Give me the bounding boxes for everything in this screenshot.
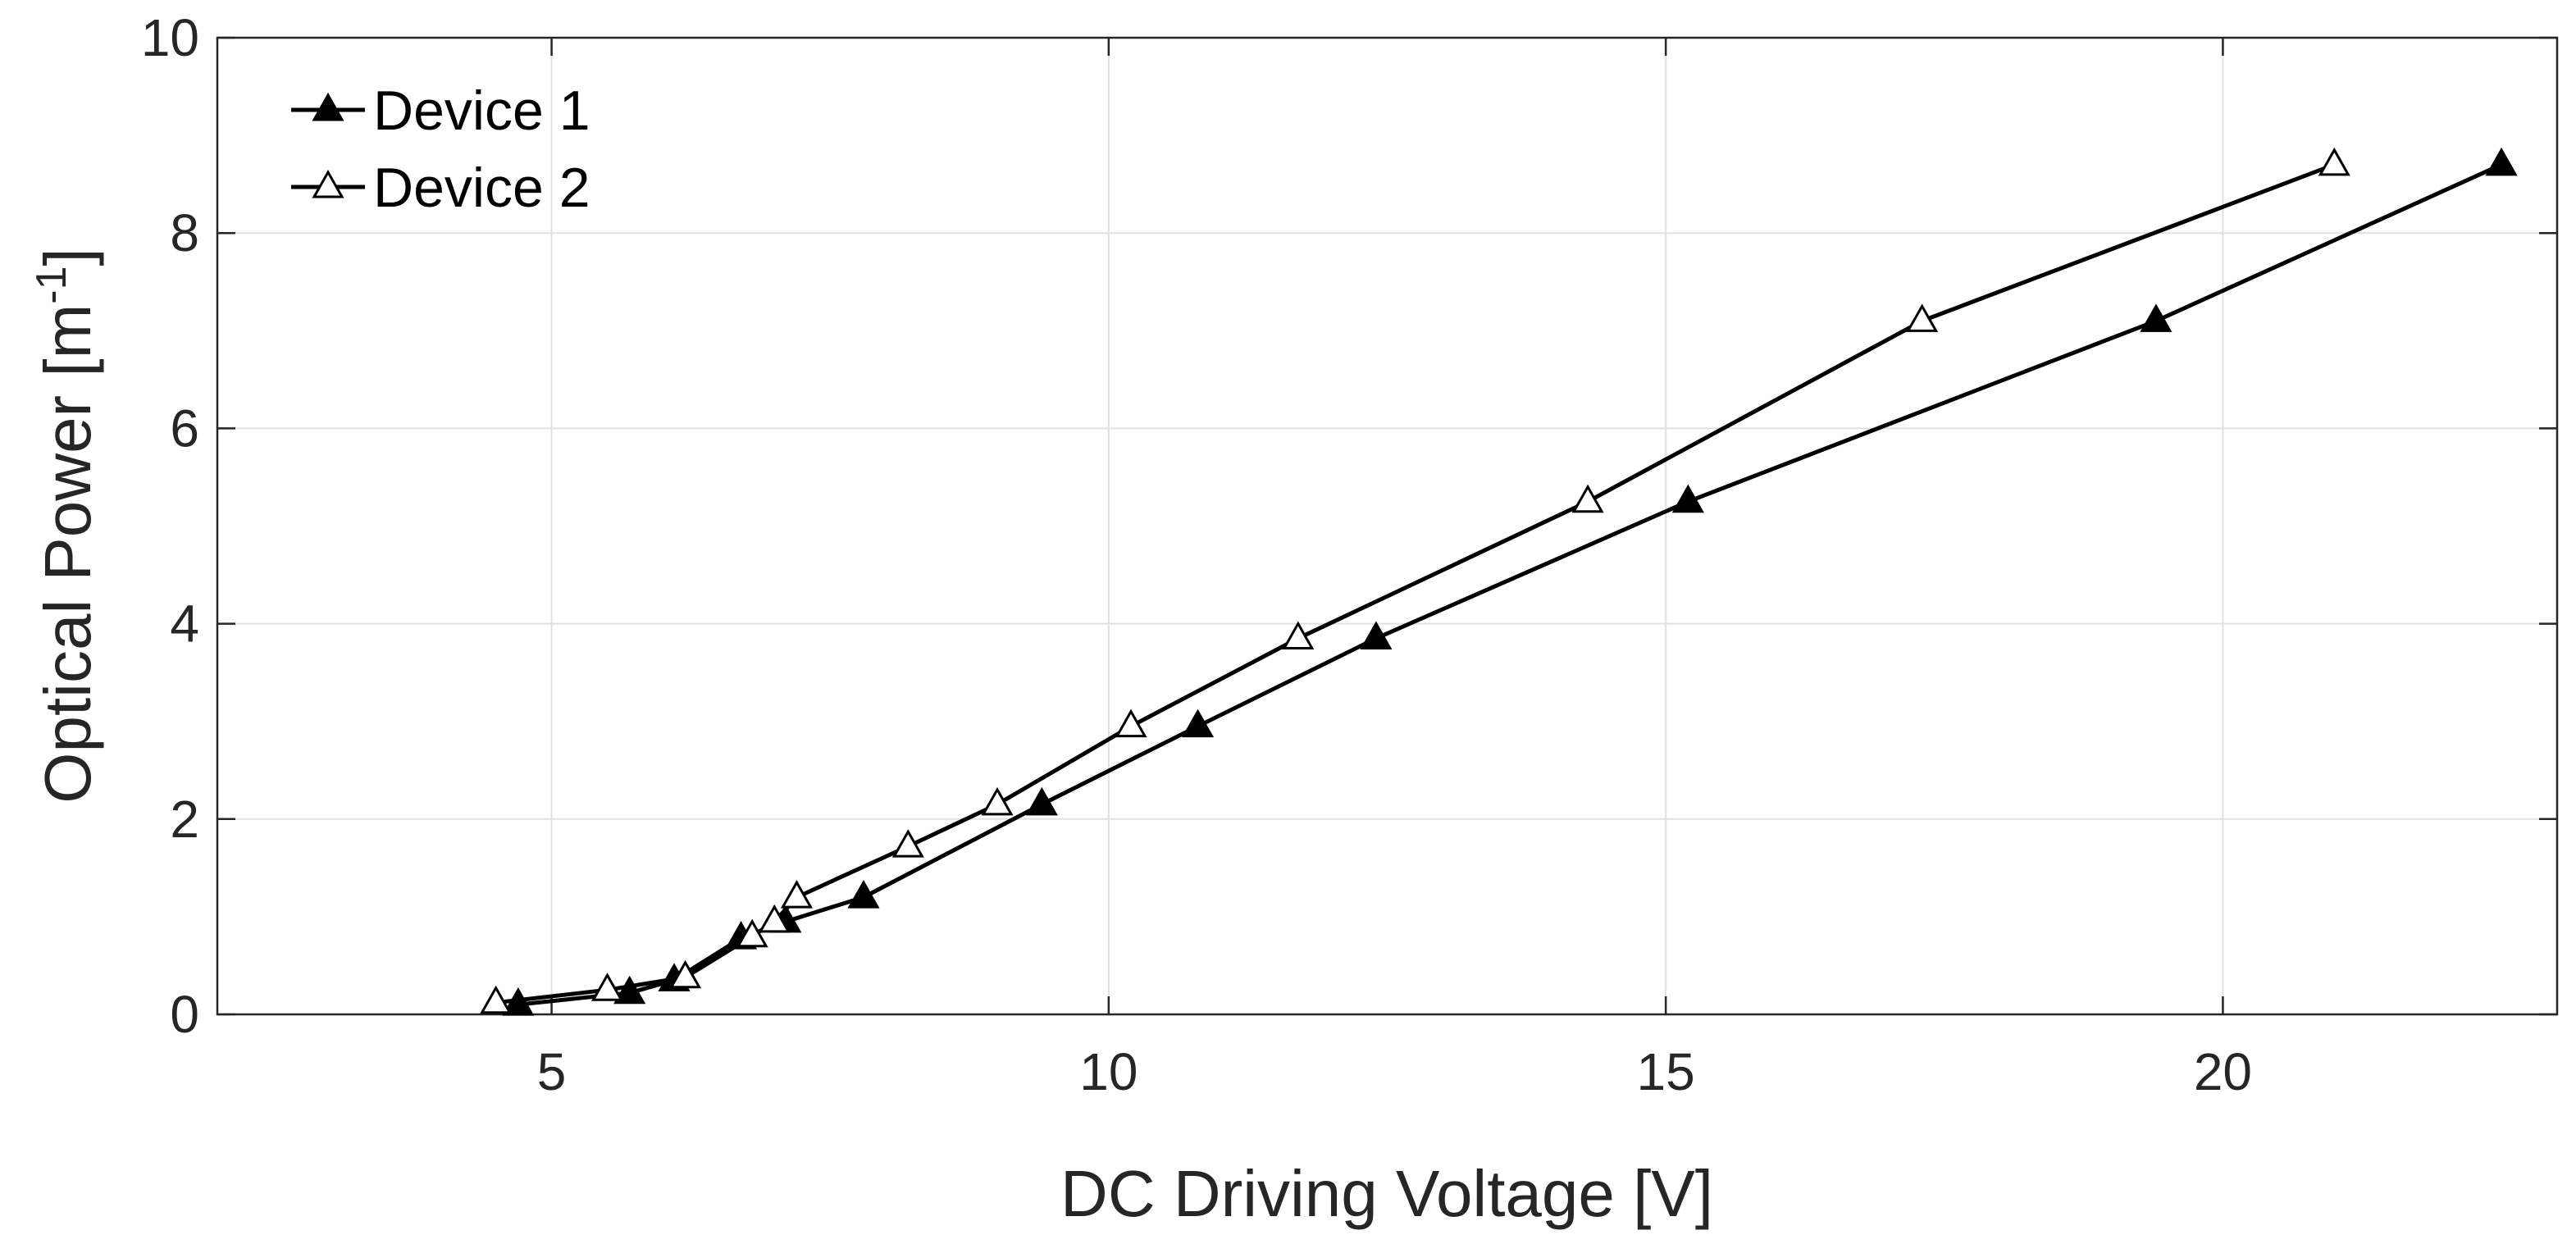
- legend-label-device-1: Device 1: [373, 80, 590, 142]
- data-point-device-2: [480, 985, 513, 1014]
- y-axis-label-main: Optical Power [m: [31, 304, 104, 804]
- legend-marker-filled-triangle-icon: [312, 92, 344, 121]
- legend-item-device-2: Device 2: [291, 157, 590, 219]
- x-axis-label: DC Driving Voltage [V]: [1060, 1157, 1713, 1230]
- data-point-device-2: [758, 904, 791, 933]
- plot-area-frame: [216, 36, 2559, 1016]
- data-point-device-1: [1181, 709, 1215, 738]
- y-tick-label: 6: [170, 399, 199, 458]
- data-point-device-1: [847, 880, 880, 909]
- x-tick-label: 10: [1079, 1042, 1138, 1101]
- y-axis-ticks: 0 2 4 6 8 10: [141, 8, 2557, 1044]
- data-point-device-2: [1282, 621, 1315, 649]
- data-point-device-2: [736, 918, 768, 948]
- x-tick-label: 20: [2194, 1042, 2252, 1101]
- series-group: [480, 147, 2518, 1016]
- y-tick-label: 4: [170, 595, 199, 654]
- legend-item-device-1: Device 1: [291, 80, 590, 142]
- data-point-device-2: [891, 829, 924, 858]
- data-point-device-1: [1025, 786, 1058, 816]
- data-point-device-1: [1671, 484, 1704, 513]
- y-tick-label: 10: [141, 8, 199, 67]
- y-axis-label-superscript: -1: [28, 266, 75, 303]
- series-line-device-2: [495, 162, 2336, 1005]
- data-point-device-1: [613, 975, 646, 1005]
- data-point-device-2: [590, 973, 624, 1001]
- series-line-device-1: [517, 162, 2503, 1007]
- data-point-device-1: [2140, 303, 2173, 332]
- data-point-device-2: [669, 959, 702, 989]
- y-tick-label: 8: [170, 203, 199, 262]
- x-axis-ticks: 5 10 15 20: [537, 38, 2252, 1101]
- data-point-device-2: [2318, 147, 2350, 176]
- data-point-device-2: [1115, 709, 1147, 738]
- data-point-device-2: [1571, 484, 1604, 513]
- legend-label-device-2: Device 2: [373, 157, 590, 219]
- x-tick-label: 5: [537, 1042, 567, 1101]
- data-point-device-2: [981, 786, 1014, 816]
- data-point-device-1: [1360, 621, 1393, 649]
- y-axis-label-close: ]: [31, 248, 104, 266]
- legend: Device 1 Device 2: [291, 80, 590, 219]
- x-tick-label: 15: [1637, 1042, 1695, 1101]
- y-tick-label: 0: [170, 985, 199, 1044]
- y-axis-label: Optical Power [m-1]: [28, 248, 104, 804]
- data-point-device-2: [780, 880, 814, 909]
- data-point-device-1: [2485, 147, 2518, 176]
- legend-marker-open-triangle-icon: [312, 169, 344, 198]
- data-point-device-2: [1906, 303, 1939, 332]
- y-tick-label: 2: [170, 790, 199, 849]
